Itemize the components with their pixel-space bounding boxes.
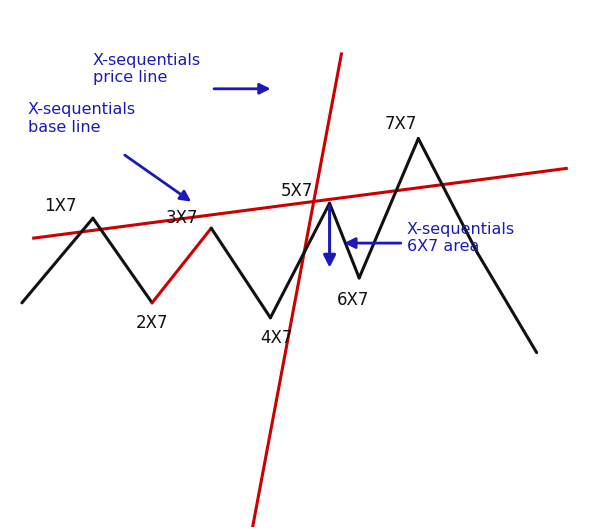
Text: 5X7: 5X7 [281, 182, 313, 200]
Text: 1X7: 1X7 [44, 197, 77, 215]
Text: 4X7: 4X7 [260, 329, 293, 347]
Text: 7X7: 7X7 [385, 115, 417, 133]
Text: 6X7: 6X7 [337, 292, 370, 310]
Text: X-sequentials
base line: X-sequentials base line [28, 102, 136, 135]
Text: X-sequentials
6X7 area: X-sequentials 6X7 area [407, 222, 515, 254]
Text: 3X7: 3X7 [166, 209, 198, 227]
Text: 2X7: 2X7 [136, 314, 169, 332]
Text: X-sequentials
price line: X-sequentials price line [93, 53, 201, 85]
